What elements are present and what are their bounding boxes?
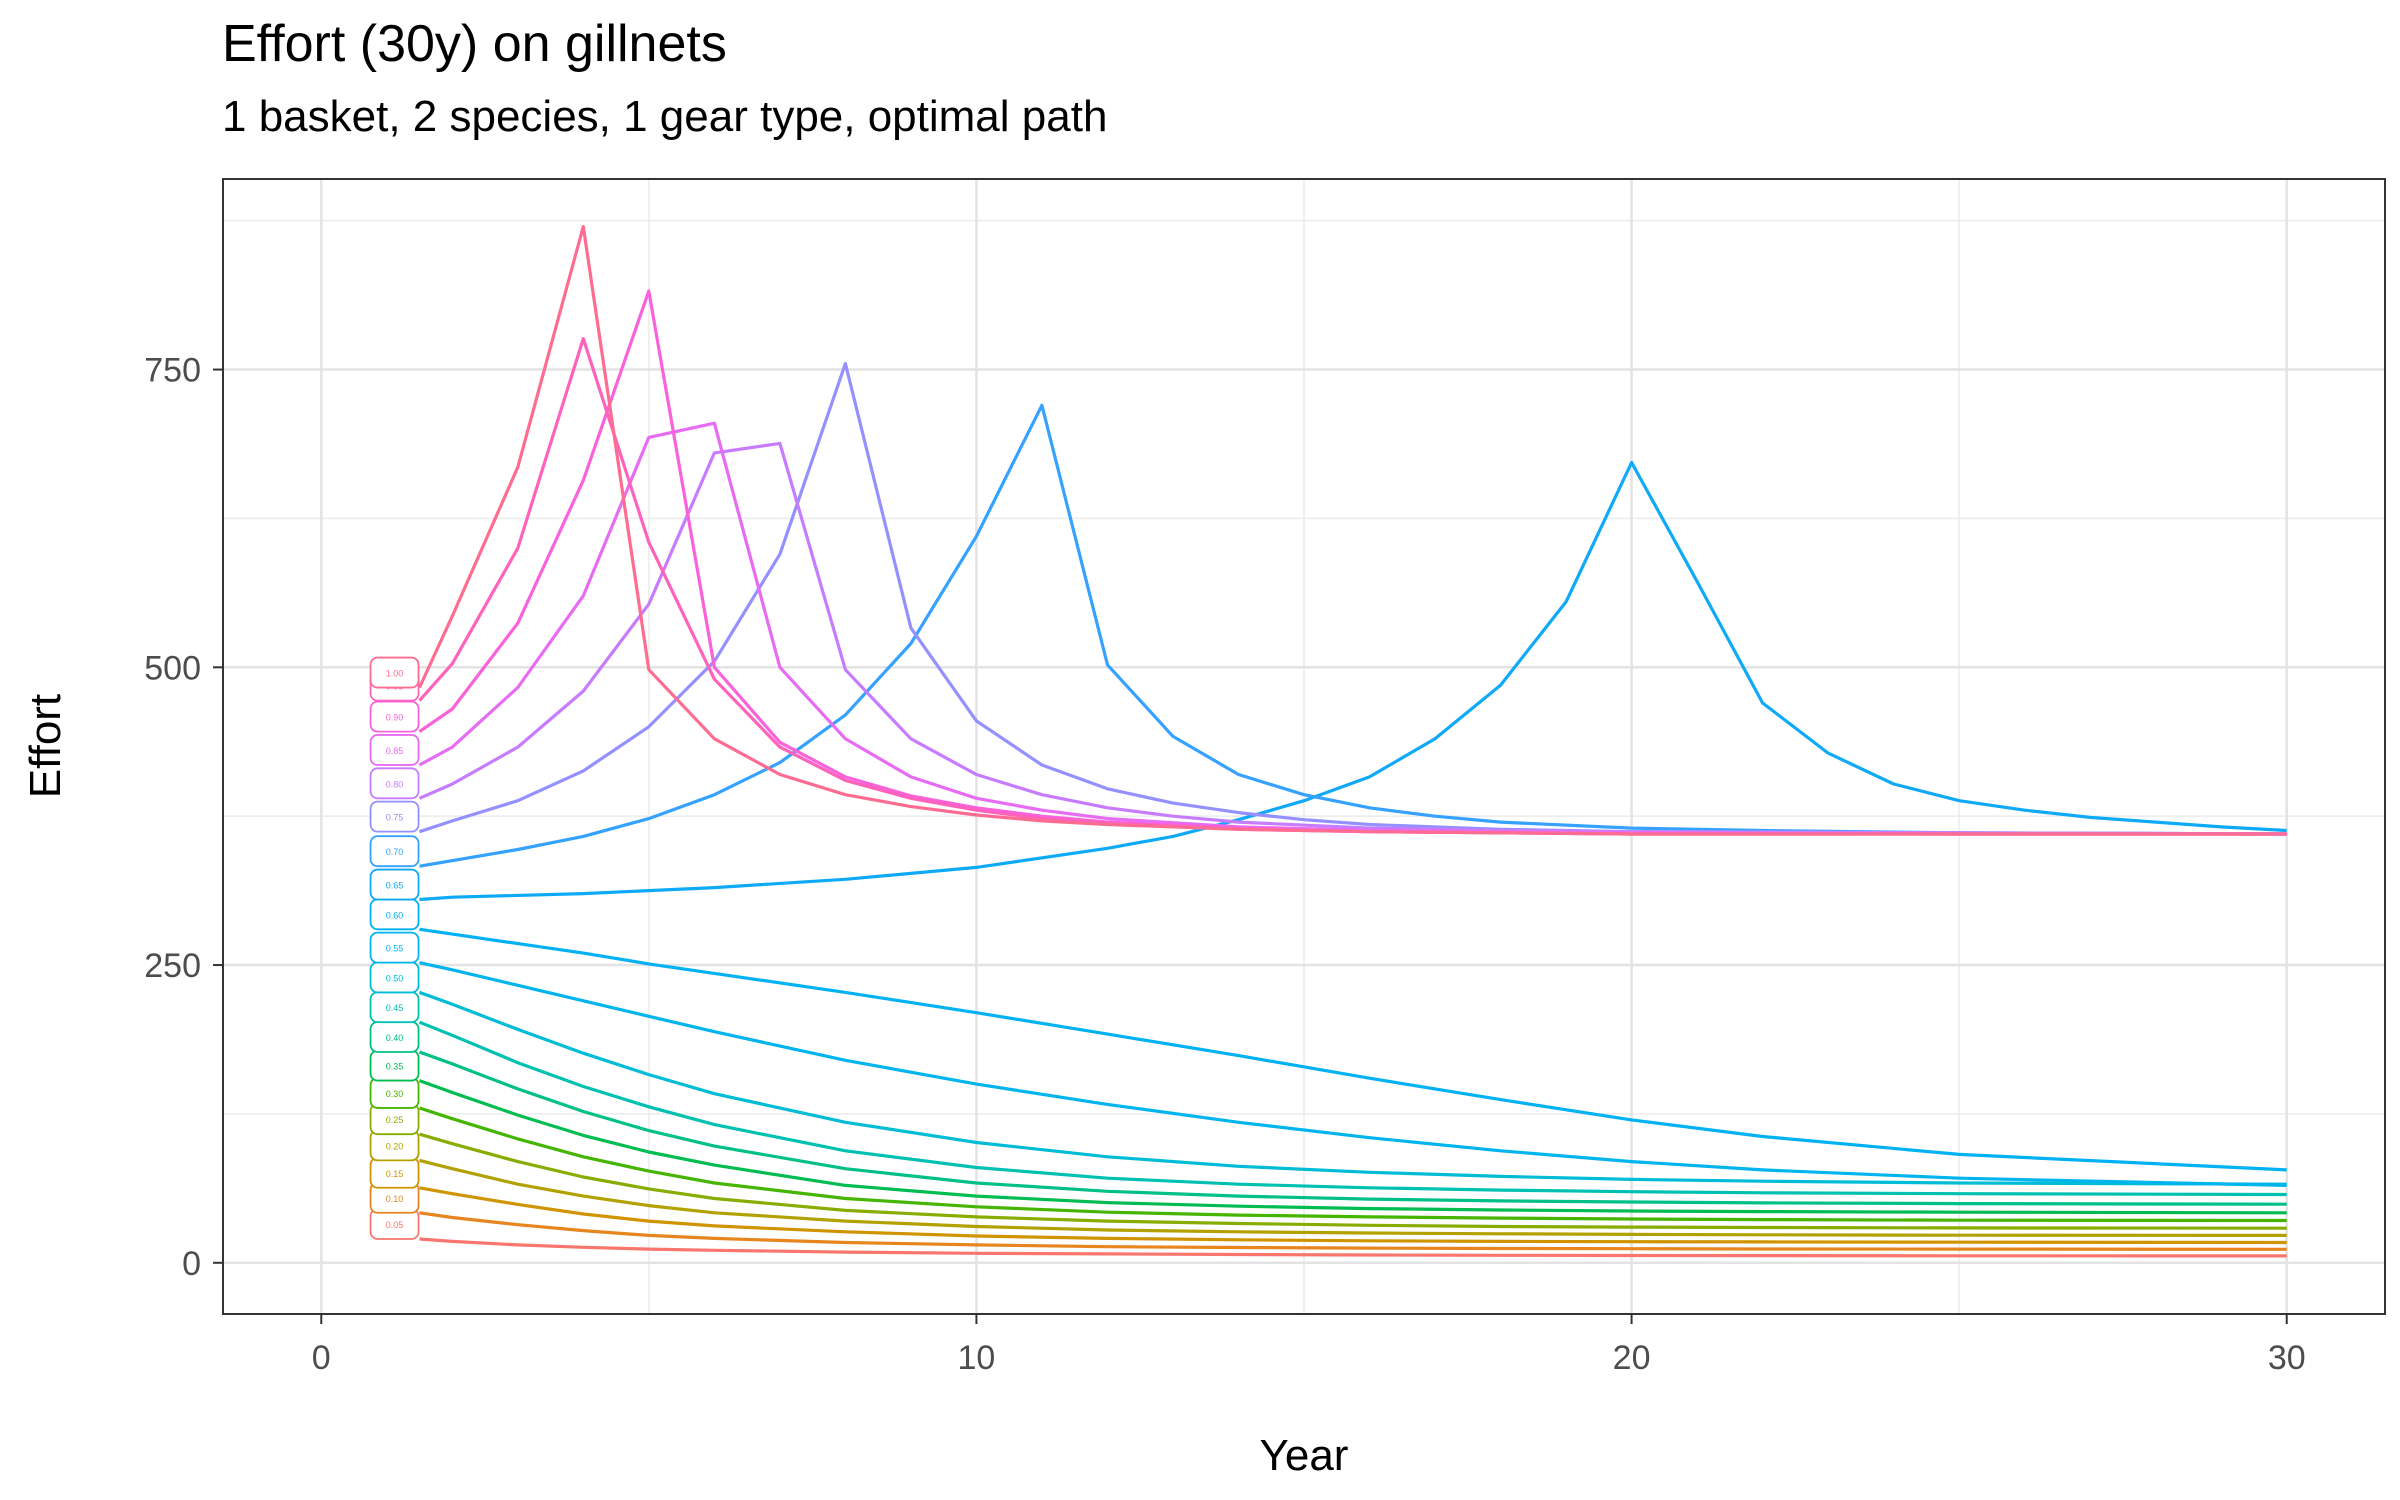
series-label-text: 0.35 [386, 1062, 404, 1072]
series-label-0.15: 0.15 [369, 1156, 420, 1189]
series-label-text: 0.85 [386, 746, 404, 756]
series-lines [418, 225, 2287, 1258]
series-label-box [369, 700, 420, 733]
series-label-0.35: 0.35 [369, 1049, 420, 1082]
series-line-0.65 [419, 460, 2287, 902]
series-label-box [369, 767, 420, 800]
series-label-0.75: 0.75 [369, 800, 420, 833]
series-label-text: 0.15 [386, 1169, 404, 1179]
series-line-0.50 [418, 990, 2287, 1186]
x-tick-label: 30 [2268, 1339, 2306, 1377]
series-label-0.45: 0.45 [369, 991, 420, 1024]
y-tick-label: 0 [182, 1245, 201, 1283]
x-tick-label: 0 [312, 1339, 331, 1377]
series-label-text: 0.20 [386, 1141, 404, 1151]
y-axis-title: Effort [21, 694, 70, 798]
x-axis-title: Year [1260, 1431, 1349, 1480]
series-label-0.70: 0.70 [369, 835, 420, 868]
series-end-labels: 0.05 0.10 0.15 0.20 0.25 0.30 0.35 0.40 0.45 0.50… [369, 656, 420, 1240]
series-label-box [369, 835, 420, 868]
grid-minor [223, 179, 2385, 1314]
y-tick-label: 500 [144, 649, 201, 687]
series-label-text: 0.40 [386, 1033, 404, 1043]
y-tick-label: 250 [144, 947, 201, 985]
series-label-0.60: 0.60 [369, 898, 420, 931]
series-label-text: 0.55 [386, 944, 404, 954]
series-line-0.30 [419, 1106, 2287, 1223]
x-tick-label: 10 [958, 1339, 996, 1377]
series-label-text: 0.45 [386, 1003, 404, 1013]
series-label-text: 0.75 [386, 813, 404, 823]
series-label-text: 1.00 [386, 669, 404, 679]
series-label-text: 0.70 [386, 847, 404, 857]
grid-major [223, 179, 2385, 1314]
series-label-text: 0.65 [386, 881, 404, 891]
series-line-0.60 [419, 927, 2287, 1172]
series-label-box [369, 734, 420, 766]
series-label-0.40: 0.40 [369, 1021, 420, 1053]
series-line-0.55 [419, 961, 2287, 1187]
series-line-0.10 [419, 1211, 2287, 1251]
series-label-0.80: 0.80 [369, 767, 420, 800]
series-line-1.00 [418, 225, 2287, 836]
series-line-0.40 [418, 1050, 2287, 1206]
series-label-box [369, 800, 420, 833]
series-line-0.45 [418, 1020, 2287, 1197]
series-label-text: 0.30 [386, 1089, 404, 1099]
chart-title: Effort (30y) on gillnets [222, 15, 727, 73]
series-label-1.00: 1.00 [369, 656, 420, 689]
series-label-text: 0.60 [386, 910, 404, 920]
series-label-0.65: 0.65 [369, 868, 420, 901]
plot-border [222, 178, 2386, 1315]
series-label-0.90: 0.90 [369, 700, 420, 733]
series-label-text: 0.90 [386, 713, 404, 723]
series-line-0.15 [419, 1186, 2287, 1245]
series-label-0.50: 0.50 [369, 961, 420, 994]
series-label-0.55: 0.55 [369, 931, 420, 964]
x-axis: 0 10 20 30 [312, 1314, 2306, 1377]
series-line-0.35 [418, 1079, 2287, 1215]
y-axis: 0 250 500 750 [144, 352, 223, 1283]
series-label-0.85: 0.85 [369, 734, 420, 766]
chart-subtitle: 1 basket, 2 species, 1 gear type, optima… [222, 92, 1108, 141]
series-line-0.25 [419, 1132, 2287, 1230]
series-label-0.30: 0.30 [369, 1077, 420, 1109]
series-label-box [369, 868, 420, 901]
series-label-text: 0.50 [386, 973, 404, 983]
x-tick-label: 20 [1613, 1339, 1651, 1377]
series-line-0.70 [419, 403, 2287, 868]
series-label-text: 0.10 [386, 1194, 404, 1204]
series-line-0.05 [419, 1237, 2287, 1258]
series-label-box [369, 656, 420, 689]
series-label-box [369, 931, 420, 964]
series-label-text: 0.25 [386, 1115, 404, 1125]
y-tick-label: 750 [144, 352, 201, 390]
series-label-text: 0.05 [386, 1220, 404, 1230]
series-label-text: 0.80 [386, 779, 404, 789]
series-line-0.20 [419, 1158, 2287, 1238]
